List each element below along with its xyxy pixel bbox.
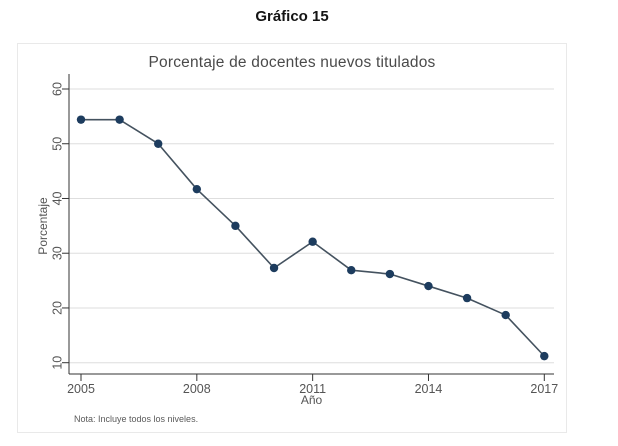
data-point-marker [269, 263, 279, 273]
y-tick-label: 10 [50, 356, 64, 370]
data-point-marker [76, 115, 86, 124]
y-tick-label: 50 [50, 137, 64, 151]
data-point-marker [154, 139, 163, 148]
chart-figure: Porcentaje de docentes nuevos titulados … [17, 43, 567, 433]
x-axis-label: Año [300, 393, 323, 407]
chart-title: Porcentaje de docentes nuevos titulados [148, 54, 436, 71]
figure-heading: Gráfico 15 [255, 8, 329, 25]
y-tick-label: 30 [50, 246, 64, 260]
y-tick-label: 20 [50, 301, 64, 315]
data-point-marker [424, 281, 433, 291]
data-point-marker [385, 269, 395, 279]
data-point-marker [501, 310, 510, 320]
data-point-marker [347, 265, 356, 275]
data-point-marker [115, 115, 124, 124]
chart-note: Nota: Incluye todos los niveles. [74, 414, 199, 424]
y-tick-label: 60 [50, 82, 64, 96]
y-tick-label: 40 [50, 191, 64, 205]
data-point-marker [308, 237, 317, 246]
data-point-marker [540, 351, 549, 361]
data-point-marker [462, 293, 472, 303]
y-axis-label: Porcentaje [36, 197, 50, 255]
data-point-marker [231, 221, 240, 231]
x-tick-label: 2014 [415, 382, 443, 396]
x-tick-label: 2011 [299, 382, 326, 396]
x-tick-label: 2008 [183, 382, 211, 396]
x-tick-label: 2017 [530, 382, 558, 396]
data-point-marker [192, 184, 202, 194]
line-chart-plot: 10 20 30 40 50 60 2005 2008 2011 2014 2017 [50, 74, 558, 396]
x-tick-label: 2005 [67, 382, 95, 396]
